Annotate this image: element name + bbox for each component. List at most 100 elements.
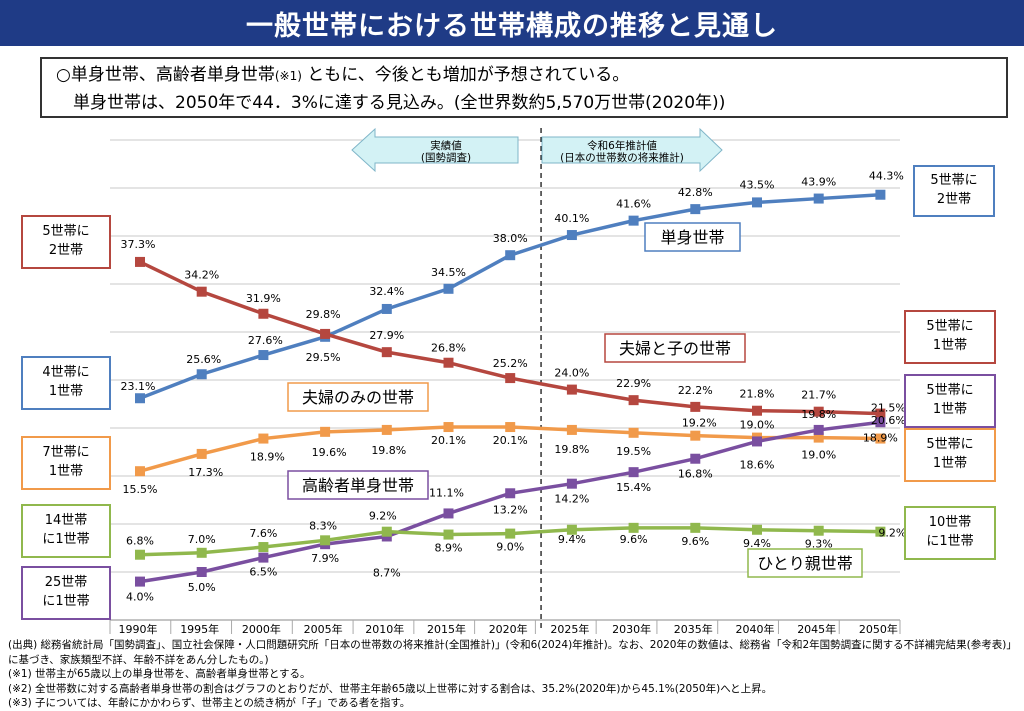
couple-children-series-point	[813, 406, 824, 417]
x-tick-label: 2030年	[612, 622, 651, 636]
ratio-box-label: 2世帯	[937, 192, 971, 207]
couple-only-series-point	[320, 426, 331, 437]
series-callout-box	[644, 222, 741, 252]
ratio-box-label: 5世帯に	[926, 437, 973, 452]
couple-children-series-point	[135, 256, 145, 267]
ratio-box	[904, 506, 996, 560]
couple-only-series-data-label: 19.2%	[682, 417, 717, 430]
couple-children-series-data-label: 25.2%	[493, 357, 528, 370]
elderly-single-series-data-label: 6.5%	[249, 566, 277, 579]
summary-line-1: ○単身世帯、高齢者単身世帯(※1) ともに、今後とも増加が予想されている。	[56, 62, 992, 90]
ratio-box	[21, 215, 111, 269]
couple-children-series-point	[505, 373, 516, 384]
single-parent-series-data-label: 9.3%	[805, 538, 833, 551]
series-callout-box	[287, 470, 429, 500]
couple-children-series-data-label: 24.0%	[554, 367, 589, 380]
single-series-point	[566, 230, 577, 241]
single-parent-series-data-label: 8.9%	[435, 542, 463, 555]
ratio-box	[21, 436, 111, 490]
couple-only-series-point	[813, 432, 824, 443]
elderly-single-series-data-label: 14.2%	[554, 493, 589, 506]
couple-children-series-point	[196, 286, 207, 297]
x-tick-label: 1995年	[180, 622, 219, 636]
single-series-data-label: 40.1%	[554, 212, 589, 225]
single-series-data-label: 27.6%	[248, 334, 283, 347]
ratio-box-label: 25世帯	[45, 575, 88, 590]
couple-only-series-point	[135, 466, 145, 477]
ratio-box-label: 1世帯	[933, 456, 967, 471]
ratio-box-label: 4世帯に	[42, 365, 89, 380]
single-series-data-label: 42.8%	[678, 186, 713, 199]
single-parent-series-point	[566, 524, 577, 535]
couple-only-series-data-label: 19.0%	[801, 449, 836, 462]
single-series-point	[135, 393, 145, 404]
single-parent-series-point	[443, 529, 454, 540]
single-parent-series-point	[381, 526, 392, 537]
x-tick-label: 2000年	[242, 622, 281, 636]
single-series-data-label: 34.5%	[431, 266, 466, 279]
elderly-single-series-data-label: 4.0%	[126, 591, 154, 604]
single-parent-series-point	[690, 522, 701, 533]
single-parent-series-point	[320, 535, 331, 546]
couple-children-series-data-label: 22.9%	[616, 377, 651, 390]
elderly-single-series-point	[566, 478, 577, 489]
actual-arrow-label-1: 実績値	[430, 139, 462, 152]
ratio-box	[904, 310, 996, 364]
couple-children-series-data-label: 21.7%	[801, 389, 836, 402]
single-series-data-label: 44.3%	[869, 170, 904, 183]
single-series-data-label: 38.0%	[493, 232, 528, 245]
couple-only-series-point	[381, 424, 392, 435]
summary-line-1-pre: ○単身世帯、高齢者単身世帯	[56, 65, 275, 85]
ratio-box-label: 14世帯	[45, 513, 88, 528]
page-title: 一般世帯における世帯構成の推移と見通し	[0, 0, 1024, 46]
x-tick-label: 2040年	[736, 622, 775, 636]
summary-line-2: 単身世帯は、2050年で44．3%に達する見込み。(全世界数約5,570万世帯(…	[56, 93, 726, 113]
single-series-data-label: 41.6%	[616, 198, 651, 211]
elderly-single-series-data-label: 16.8%	[678, 468, 713, 481]
ratio-box-label: 1世帯	[49, 384, 83, 399]
couple-only-series-data-label: 20.1%	[493, 434, 528, 447]
couple-only-series-data-label: 19.0%	[740, 419, 775, 432]
single-series-data-label: 23.1%	[121, 380, 156, 393]
couple-only-series-data-label: 19.5%	[616, 445, 651, 458]
single-parent-series-data-label: 6.8%	[126, 535, 154, 548]
single-series-point	[505, 250, 516, 261]
couple-children-series-data-label: 22.2%	[678, 384, 713, 397]
couple-children-series-point	[752, 405, 762, 416]
couple-only-series-point	[690, 430, 701, 441]
couple-children-series-point	[566, 384, 577, 395]
ratio-box	[21, 566, 111, 620]
couple-children-series-data-label: 26.8%	[431, 342, 466, 355]
summary-note-ref: (※1)	[274, 69, 302, 83]
couple-children-series-data-label: 29.8%	[306, 308, 341, 321]
couple-children-series-point	[690, 401, 701, 412]
elderly-single-series-point	[690, 453, 701, 464]
single-series-point	[381, 303, 392, 314]
single-series-point	[690, 204, 701, 215]
single-series-data-label: 25.6%	[186, 353, 221, 366]
elderly-single-series-data-label: 5.0%	[188, 581, 216, 594]
elderly-single-series-point	[135, 576, 145, 587]
single-parent-series-data-label: 9.4%	[743, 537, 771, 550]
ratio-box-label: に1世帯	[926, 534, 973, 549]
single-parent-series-point	[505, 528, 516, 539]
couple-only-series-data-label: 17.3%	[188, 466, 223, 479]
ratio-box	[913, 165, 995, 217]
elderly-single-series-point	[875, 417, 886, 428]
elderly-single-series-point	[443, 508, 454, 519]
single-parent-series-point	[196, 547, 207, 558]
elderly-single-series-data-label: 8.7%	[373, 566, 401, 579]
elderly-single-series-point	[505, 488, 516, 499]
elderly-single-series-data-label: 20.6%	[871, 414, 906, 427]
couple-children-series-data-label: 34.2%	[184, 269, 219, 282]
couple-children-series-point	[381, 347, 392, 358]
couple-only-series-data-label: 20.1%	[431, 434, 466, 447]
single-parent-series-point	[752, 524, 762, 535]
single-series-data-label: 43.9%	[801, 176, 836, 189]
single-parent-series-point	[628, 522, 639, 533]
single-series-point	[813, 193, 824, 204]
series-callout-box	[747, 548, 863, 578]
couple-only-series-data-label: 19.8%	[371, 444, 406, 457]
single-series-point	[196, 369, 207, 380]
elderly-single-series-point	[813, 424, 824, 435]
